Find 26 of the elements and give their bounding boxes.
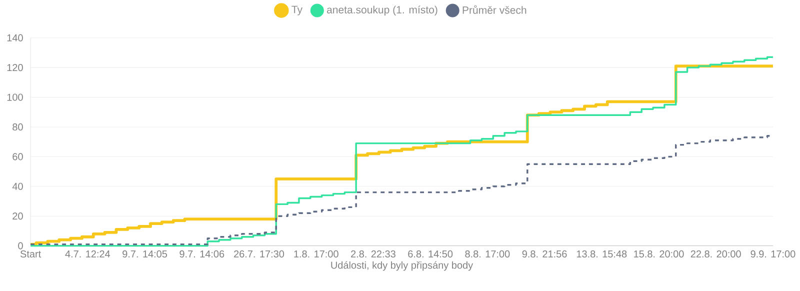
x-tick-label: 22.8. 20:00 (690, 250, 741, 258)
x-tick-label: 1.8. 17:00 (294, 250, 338, 258)
x-axis-title: Události, kdy byly připsány body (331, 261, 474, 271)
y-tick-label: 140 (7, 34, 23, 42)
x-tick-label: 13.8. 15:48 (576, 250, 627, 258)
y-tick-label: 20 (12, 212, 23, 220)
legend-label: aneta.soukup (1. místo) (326, 6, 438, 16)
x-tick-label: 9.7. 14:06 (180, 250, 224, 258)
x-tick-label: 9.7. 14:05 (122, 250, 168, 258)
y-tick-label: 100 (7, 94, 23, 101)
x-tick-label: 4.7. 12:24 (65, 250, 110, 258)
y-tick-label: 0 (18, 242, 23, 250)
y-tick-label: 80 (12, 123, 23, 130)
x-tick-label: 9.9. 17:00 (750, 250, 796, 258)
legend-label: Ty (292, 6, 302, 16)
y-tick-label: 120 (7, 64, 23, 72)
x-tick-label: 8.8. 17:00 (465, 250, 510, 258)
y-tick-label: 60 (12, 153, 23, 160)
x-tick-label: 6.8. 14:50 (408, 250, 453, 258)
legend-label: Průměr všech (462, 5, 526, 14)
x-tick-label: 2.8. 22:33 (351, 250, 396, 258)
y-tick-label: 40 (12, 182, 23, 190)
x-tick-label: Start (20, 250, 42, 258)
x-tick-label: 9.8. 21:56 (522, 250, 567, 258)
x-tick-label: 26.7. 17:30 (234, 250, 284, 258)
x-tick-label: 15.8. 20:00 (634, 250, 684, 258)
